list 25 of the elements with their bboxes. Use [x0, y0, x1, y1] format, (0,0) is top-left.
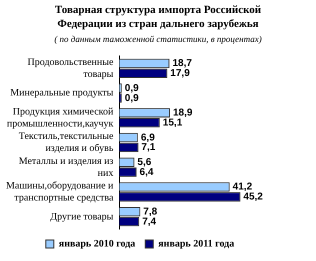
data-label: 6,4: [140, 166, 154, 178]
data-label: 45,2: [243, 192, 264, 203]
legend-label: январь 2010 года: [58, 238, 136, 250]
chart-subtitle: ( по данным таможенной статистики, в процентах): [53, 34, 263, 44]
y-tick-label: Минеральные продукты: [10, 88, 114, 99]
data-label: 17,9: [170, 68, 190, 80]
y-tick-label: Другие товары: [50, 211, 114, 222]
data-label: 41,2: [232, 182, 253, 193]
data-label: 7,8: [143, 206, 158, 218]
legend-label: январь 2011 года: [158, 238, 234, 250]
data-label: 18,7: [172, 58, 192, 70]
data-label: 7,4: [142, 216, 157, 228]
y-tick-label: Продовольственные товары: [28, 56, 114, 80]
data-label: 7,1: [141, 142, 156, 154]
y-tick-label: Машины,оборудование и транспортные средства: [6, 180, 114, 204]
y-tick-label: Металлы и изделия из них: [18, 156, 114, 179]
chart-title: Товарная структура импорта Российской Федерации из стран дальнего зарубежья: [54, 3, 262, 31]
data-label: 0,9: [124, 92, 140, 104]
data-label: 18,9: [172, 108, 193, 119]
y-tick-label: Продукция химической промышленности,каучук: [6, 106, 114, 130]
data-label: 6,9: [140, 132, 156, 144]
data-label: 15,1: [162, 117, 183, 128]
y-tick-label: Текстиль,текстильные изделия и обувь: [18, 131, 114, 154]
data-label: 5,6: [137, 157, 152, 168]
data-label: 0,9: [124, 82, 140, 94]
